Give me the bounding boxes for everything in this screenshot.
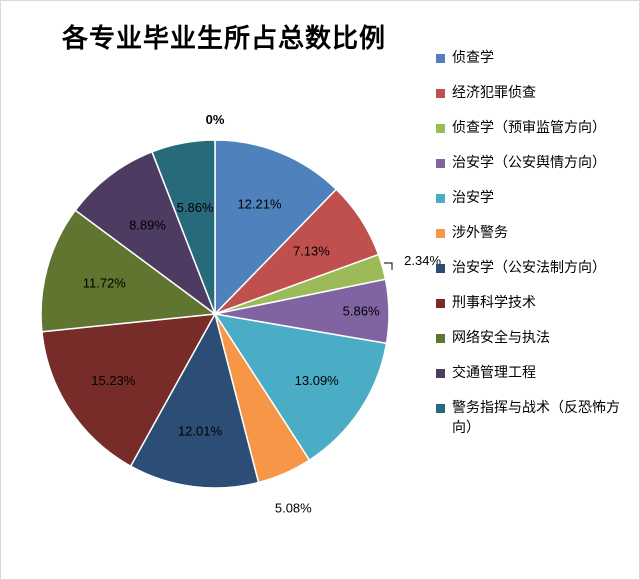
legend-label: 侦查学（预审监管方向） xyxy=(452,120,606,136)
legend-label: 交通管理工程 xyxy=(452,365,536,381)
legend-label: 侦查学 xyxy=(452,50,494,66)
slice-data-label: 11.72% xyxy=(83,276,127,291)
pie-slice xyxy=(129,311,260,489)
legend-swatch xyxy=(436,334,445,343)
pie-slice xyxy=(151,139,216,315)
slice-data-label: 12.21% xyxy=(237,196,282,211)
legend-swatch xyxy=(436,404,445,413)
pie-slice xyxy=(74,150,217,317)
legend-label: 警务指挥与战术（反恐怖方向） xyxy=(452,400,620,436)
legend-swatch xyxy=(436,369,445,378)
legend-label: 经济犯罪侦查 xyxy=(452,85,536,101)
slice-data-label: 5.86% xyxy=(177,200,214,215)
legend-swatch xyxy=(436,159,445,168)
pie-slice xyxy=(41,313,217,468)
slice-data-label: 2.34% xyxy=(404,253,441,268)
slice-data-label: 8.89% xyxy=(129,217,166,232)
legend-swatch xyxy=(436,54,445,63)
legend-swatch xyxy=(436,299,445,308)
legend-swatch xyxy=(436,229,445,238)
pie-slice xyxy=(40,209,217,333)
slice-data-label: 5.86% xyxy=(343,304,380,319)
legend-swatch xyxy=(436,264,445,273)
legend-swatch xyxy=(436,124,445,133)
legend-swatch xyxy=(436,89,445,98)
legend-label: 治安学（公安法制方向） xyxy=(452,260,606,276)
chart-title: 各专业毕业生所占总数比例 xyxy=(62,24,387,54)
slice-data-label: 0% xyxy=(206,112,225,127)
legend-label: 网络安全与执法 xyxy=(452,330,550,346)
legend-swatch xyxy=(436,194,445,203)
label-leader-line xyxy=(384,262,393,270)
slice-data-label: 5.08% xyxy=(275,501,312,516)
legend-label: 涉外警务 xyxy=(452,225,508,241)
slice-data-label: 12.01% xyxy=(178,423,223,438)
legend-label: 治安学（公安舆情方向） xyxy=(452,155,606,171)
legend-label: 刑事科学技术 xyxy=(452,295,536,311)
slice-data-label: 7.13% xyxy=(293,244,330,259)
pie-slice xyxy=(214,139,338,316)
slice-data-label: 13.09% xyxy=(295,373,340,388)
legend-label: 治安学 xyxy=(452,190,494,206)
slice-data-label: 15.23% xyxy=(91,373,136,388)
pie-slice xyxy=(213,312,388,462)
